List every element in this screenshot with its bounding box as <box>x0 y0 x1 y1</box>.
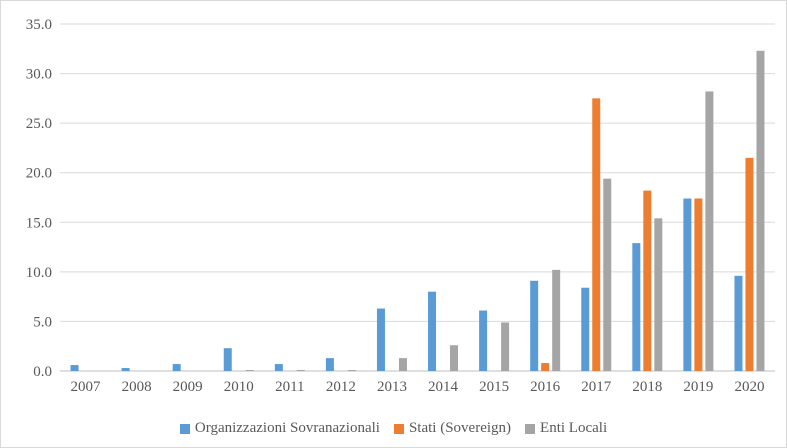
y-tick-label: 5.0 <box>33 314 52 330</box>
y-tick-label: 35.0 <box>26 17 52 33</box>
legend-label-enti-locali: Enti Locali <box>540 420 608 436</box>
x-tick-label: 2019 <box>683 379 713 395</box>
x-tick-label: 2016 <box>530 379 561 395</box>
x-tick-label: 2010 <box>224 379 254 395</box>
x-tick-label: 2015 <box>479 379 509 395</box>
x-tick-label: 2012 <box>326 379 356 395</box>
bar-stati-2019 <box>694 198 703 371</box>
bar-enti-locali-2012 <box>347 370 356 371</box>
x-tick-label: 2011 <box>275 379 304 395</box>
y-tick-label: 20.0 <box>26 166 52 182</box>
bar-enti-locali-2017 <box>603 178 612 371</box>
legend-item-enti-locali: Enti Locali <box>525 420 607 437</box>
bar-enti-locali-2016 <box>552 269 561 371</box>
bar-enti-locali-2014 <box>450 345 459 371</box>
bar-enti-locali-2019 <box>705 91 714 371</box>
y-tick-label: 10.0 <box>26 265 52 281</box>
y-tick-label: 0.0 <box>33 364 52 380</box>
bar-organizzazioni-2010 <box>223 348 232 371</box>
x-tick-label: 2013 <box>377 379 407 395</box>
x-tick-label: 2009 <box>173 379 203 395</box>
y-axis-ticks: 0.0 5.0 10.0 15.0 20.0 25.0 30.0 35.0 <box>26 17 52 380</box>
legend-swatch-stati <box>393 423 404 434</box>
bar-enti-locali-2011 <box>296 370 305 371</box>
bar-organizzazioni-2018 <box>632 243 641 371</box>
x-tick-label: 2018 <box>632 379 662 395</box>
bar-enti-locali-2018 <box>654 218 663 371</box>
bar-stati-2016 <box>541 363 550 371</box>
x-tick-label: 2020 <box>734 379 764 395</box>
bar-organizzazioni-2014 <box>428 291 437 371</box>
x-tick-label: 2008 <box>122 379 152 395</box>
legend-label-organizzazioni: Organizzazioni Sovranazionali <box>194 420 380 436</box>
legend-label-stati: Stati (Sovereign) <box>408 420 512 436</box>
bar-organizzazioni-2017 <box>581 287 590 371</box>
bar-stati-2020 <box>745 157 754 371</box>
bars <box>70 50 765 372</box>
x-tick-label: 2017 <box>581 379 612 395</box>
x-axis-ticks: 2007 2008 2009 2010 2011 2012 2013 2014 2015 2016… <box>71 379 765 395</box>
bar-organizzazioni-2013 <box>376 308 385 371</box>
y-tick-label: 30.0 <box>26 67 52 83</box>
bar-organizzazioni-2008 <box>121 368 130 371</box>
y-tick-label: 15.0 <box>26 215 52 231</box>
bar-organizzazioni-2016 <box>530 280 539 371</box>
bar-organizzazioni-2011 <box>274 364 283 371</box>
y-tick-label: 25.0 <box>26 116 52 132</box>
bar-enti-locali-2020 <box>756 50 765 372</box>
bar-stati-2018 <box>643 190 652 371</box>
bar-organizzazioni-2012 <box>325 358 334 371</box>
x-tick-label: 2007 <box>71 379 102 395</box>
legend-swatch-organizzazioni <box>179 423 190 434</box>
bar-organizzazioni-2019 <box>683 198 692 371</box>
gridlines <box>60 23 775 372</box>
bar-enti-locali-2010 <box>245 370 254 371</box>
bar-organizzazioni-2007 <box>70 365 79 371</box>
bar-stati-2017 <box>592 98 601 371</box>
bar-enti-locali-2013 <box>398 358 407 371</box>
legend-item-stati: Stati (Sovereign) <box>393 420 512 437</box>
bar-organizzazioni-2009 <box>172 364 181 371</box>
legend: Organizzazioni Sovranazionali Stati (Sov… <box>0 420 787 437</box>
bar-organizzazioni-2015 <box>479 310 488 371</box>
legend-item-organizzazioni: Organizzazioni Sovranazionali <box>179 420 380 437</box>
bar-enti-locali-2015 <box>501 322 510 371</box>
x-tick-label: 2014 <box>428 379 459 395</box>
bar-organizzazioni-2020 <box>734 275 743 371</box>
legend-swatch-enti-locali <box>525 423 536 434</box>
